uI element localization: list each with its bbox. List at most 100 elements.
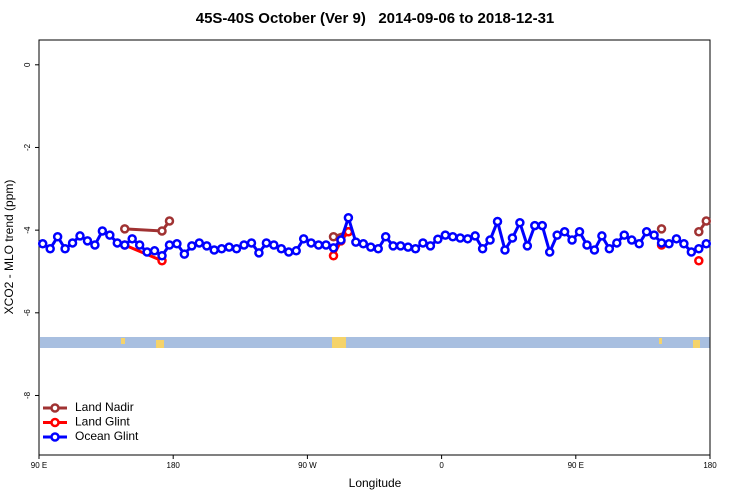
point	[336, 235, 346, 245]
point	[440, 230, 451, 240]
point	[306, 238, 316, 248]
y-tick-label: -6	[23, 309, 32, 317]
point	[619, 230, 630, 240]
series-line	[124, 220, 708, 239]
point	[530, 220, 540, 231]
point	[105, 230, 115, 240]
point	[194, 238, 205, 248]
point	[701, 239, 712, 249]
point	[261, 238, 272, 248]
point	[634, 239, 644, 249]
point	[656, 224, 667, 234]
point	[448, 232, 458, 242]
point	[90, 240, 100, 250]
legend-label: Land Glint	[75, 415, 130, 429]
point	[276, 243, 287, 254]
point	[179, 249, 190, 259]
land-patch	[121, 338, 125, 344]
point	[537, 220, 547, 231]
legend-marker	[50, 417, 60, 428]
point	[410, 243, 421, 254]
y-tick-label: 0	[23, 62, 32, 67]
point	[477, 243, 488, 254]
point	[395, 241, 406, 251]
point	[119, 224, 130, 234]
point	[313, 240, 324, 250]
point	[246, 238, 257, 248]
point	[567, 235, 577, 245]
point	[694, 243, 704, 254]
point	[67, 238, 78, 248]
point	[686, 247, 697, 257]
point	[209, 245, 219, 255]
point	[425, 241, 436, 251]
point	[321, 240, 331, 250]
point	[462, 234, 473, 244]
legend-label: Land Nadir	[75, 400, 134, 414]
point	[60, 243, 70, 254]
plot-frame	[38, 39, 711, 456]
point	[604, 243, 615, 254]
land-patch	[332, 337, 346, 348]
point	[343, 212, 354, 223]
point	[157, 226, 167, 236]
point	[470, 231, 480, 241]
point	[515, 217, 525, 228]
point	[492, 216, 503, 227]
point	[202, 241, 212, 251]
point	[351, 237, 361, 247]
point	[559, 227, 570, 237]
point	[187, 241, 197, 251]
y-tick-label: -4	[23, 226, 32, 234]
point	[164, 216, 175, 226]
point	[552, 230, 562, 240]
point	[507, 233, 518, 243]
point	[418, 238, 428, 248]
x-tick-label: 90 W	[298, 461, 317, 470]
ocean-strip	[40, 337, 710, 348]
x-tick-label: 90 E	[31, 461, 47, 470]
land-ocean-strip	[40, 337, 710, 348]
point	[612, 238, 622, 248]
point	[626, 235, 637, 245]
point	[82, 236, 93, 246]
land-patch	[659, 338, 662, 344]
point	[231, 243, 242, 254]
x-tick-label: 180	[703, 461, 717, 470]
point	[597, 231, 607, 241]
point	[239, 240, 249, 250]
point	[157, 251, 167, 261]
x-axis-label: Longitude	[349, 476, 402, 490]
point	[380, 232, 391, 242]
point	[694, 255, 704, 266]
point	[119, 240, 130, 250]
point	[522, 241, 533, 251]
point	[142, 247, 152, 257]
point	[694, 227, 704, 237]
point	[641, 227, 652, 237]
point	[269, 240, 279, 250]
point	[291, 246, 301, 256]
point	[679, 239, 689, 249]
point	[52, 232, 63, 242]
point	[172, 239, 182, 249]
point	[127, 234, 137, 244]
point	[37, 239, 48, 249]
point	[224, 242, 234, 252]
point	[671, 234, 682, 244]
land-patch	[693, 340, 700, 348]
point	[328, 232, 339, 242]
point	[649, 230, 659, 240]
point	[45, 243, 55, 254]
point	[403, 242, 413, 252]
point	[656, 238, 667, 248]
point	[455, 233, 465, 243]
legend-label: Ocean Glint	[75, 429, 139, 443]
point	[582, 240, 592, 250]
point	[664, 239, 674, 249]
point	[544, 247, 555, 257]
point	[216, 243, 227, 254]
point	[284, 247, 294, 257]
point	[298, 234, 309, 244]
